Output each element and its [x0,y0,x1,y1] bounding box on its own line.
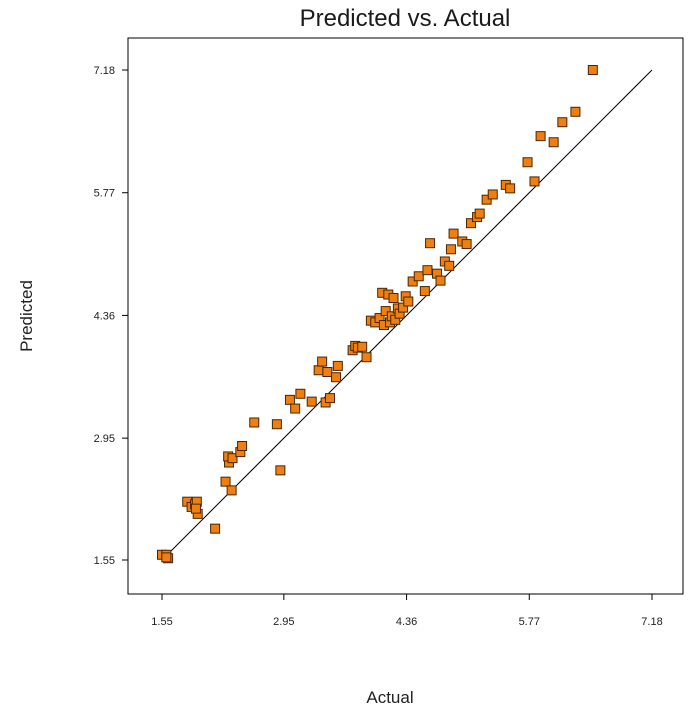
data-point [425,238,436,249]
data-point [435,275,446,286]
data-point [210,523,221,534]
data-point [284,394,295,405]
data-point [419,286,430,297]
y-tick-label: 4.36 [94,310,115,322]
data-point [331,372,342,383]
data-point [570,106,581,117]
data-point [474,208,485,219]
data-point [313,365,324,376]
data-point [422,265,433,276]
data-point [357,341,368,352]
data-point [535,131,546,142]
data-point [388,293,399,304]
data-point [190,503,201,514]
data-point [529,176,540,187]
data-point [448,228,459,239]
y-tick-label: 2.95 [94,433,115,445]
reference-line [161,69,653,561]
data-point [413,271,424,282]
data-point [249,417,260,428]
y-tick-label: 7.18 [94,65,115,77]
chart-title: Predicted vs. Actual [300,5,511,32]
data-point [461,239,472,250]
x-axis-title: Actual [366,688,413,707]
data-point [380,306,391,317]
data-point [227,453,238,464]
data-point [522,157,533,168]
data-point [332,360,343,371]
y-tick-label: 5.77 [94,188,115,200]
data-point [587,65,598,75]
x-tick-label: 5.77 [519,616,540,628]
data-point [306,396,317,407]
data-point [322,367,333,378]
data-point [220,476,231,487]
data-point [361,352,372,363]
data-point [487,189,498,200]
data-point [445,244,456,255]
data-point [505,183,516,194]
x-tick-label: 4.36 [396,616,417,628]
x-tick-label: 1.55 [151,616,172,628]
y-tick-label: 1.55 [94,555,115,567]
data-point [275,465,286,476]
x-tick-label: 7.18 [641,616,662,628]
data-point [403,296,414,307]
data-point [237,440,248,451]
data-point [481,194,492,205]
y-axis-title: Predicted [17,280,36,352]
data-point [548,137,559,148]
data-point [290,403,301,414]
data-point [317,356,328,367]
data-point [324,393,335,404]
data-point [398,302,409,313]
plot-frame [127,37,684,595]
x-tick-label: 2.95 [273,616,294,628]
data-point [407,276,418,287]
data-point [226,485,237,496]
data-points [157,65,598,564]
data-point [465,218,476,229]
data-point [444,260,455,271]
data-point [271,419,282,430]
data-point [161,552,172,563]
axis-ticks: 1.55 2.95 4.36 5.77 7.18 1.55 2.95 4.36 5.77 7.18 [94,65,663,628]
data-point [557,117,568,128]
data-point [295,388,306,399]
